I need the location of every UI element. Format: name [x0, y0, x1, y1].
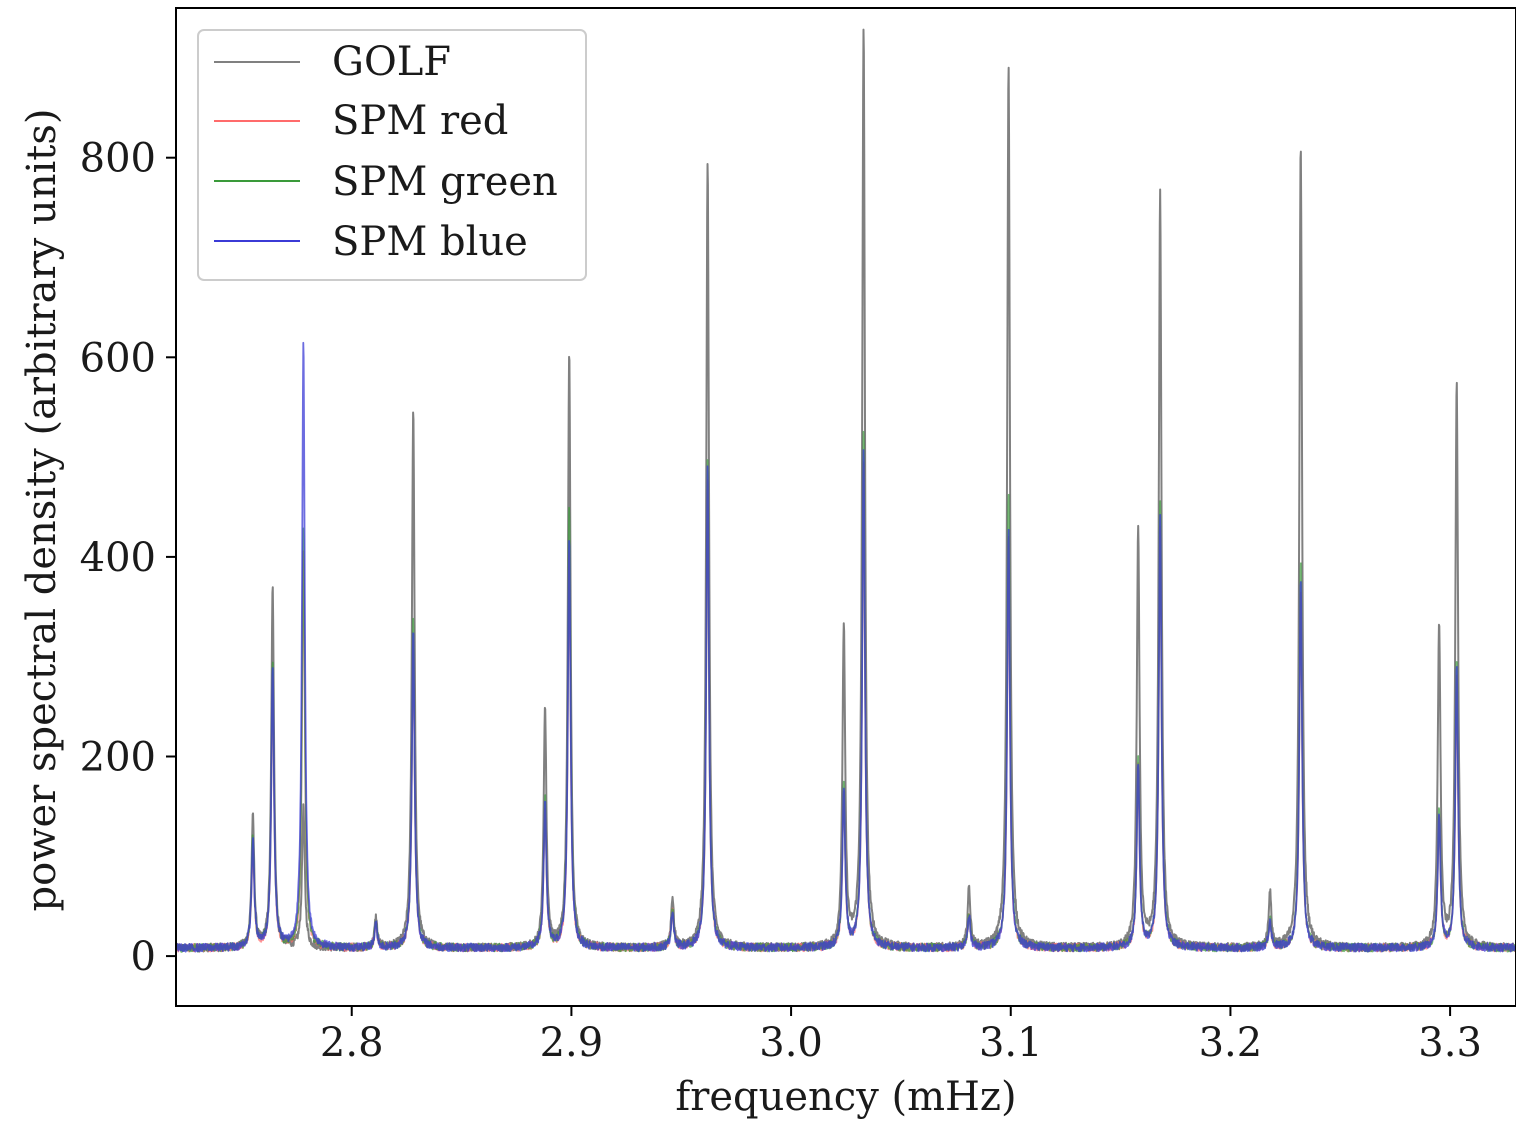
x-tick-label: 2.9 — [540, 1020, 604, 1066]
x-tick-label: 3.0 — [759, 1020, 823, 1066]
x-tick-label: 2.8 — [320, 1020, 384, 1066]
y-tick-label: 0 — [131, 934, 156, 980]
x-axis-label: frequency (mHz) — [675, 1074, 1016, 1120]
x-tick-label: 3.3 — [1418, 1020, 1482, 1066]
legend-label-spm-blue: SPM blue — [332, 219, 528, 265]
y-axis: 0 200 400 600 800 — [80, 136, 176, 980]
y-tick-label: 400 — [80, 535, 156, 581]
series-line-spm-blue — [176, 341, 1516, 953]
y-tick-label: 200 — [80, 735, 156, 781]
series-line-golf — [176, 28, 1516, 953]
legend-label-golf: GOLF — [332, 39, 451, 85]
x-tick-label: 3.2 — [1199, 1020, 1263, 1066]
series-layer — [176, 28, 1516, 953]
legend-label-spm-green: SPM green — [332, 159, 558, 205]
x-tick-label: 3.1 — [979, 1020, 1043, 1066]
y-tick-label: 600 — [80, 335, 156, 381]
plot-frame — [175, 7, 1516, 1007]
x-axis: 2.8 2.9 3.0 3.1 3.2 3.3 — [320, 1006, 1482, 1066]
legend: GOLF SPM red SPM green SPM blue — [197, 29, 587, 281]
legend-label-spm-red: SPM red — [332, 98, 508, 144]
y-axis-label: power spectral density (arbitrary units) — [19, 109, 65, 912]
legend-box — [197, 29, 587, 281]
y-tick-label: 800 — [80, 136, 156, 182]
